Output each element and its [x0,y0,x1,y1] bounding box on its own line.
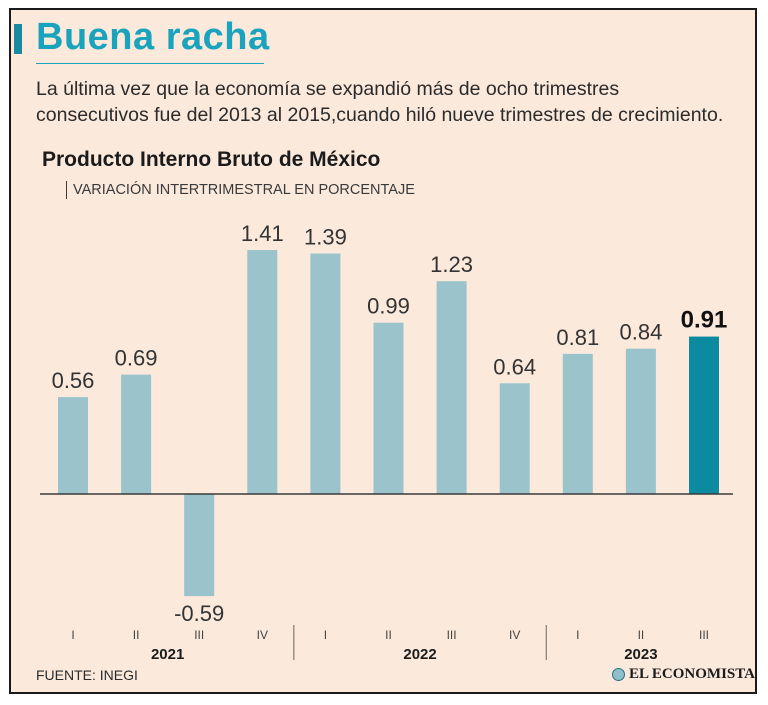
bar-1 [121,374,152,494]
bar-2 [184,494,215,597]
quarter-label-6: III [447,628,457,642]
page-subtitle: La última vez que la economía se expandi… [36,78,724,126]
bar-5 [373,322,404,494]
quarter-label-0: I [71,628,74,642]
chart-title: Producto Interno Bruto de México [42,148,381,171]
data-label-10: 0.91 [681,307,728,334]
quarter-label-3: IV [257,628,268,642]
page-title: Buena racha [36,16,270,58]
year-label-2: 2023 [624,646,657,663]
bar-10 [689,336,719,494]
bar-0 [58,397,88,494]
data-label-1: 0.69 [115,346,158,371]
quarter-label-1: II [133,628,140,642]
bar-7 [499,383,530,494]
data-label-5: 0.99 [367,294,410,319]
title-accent-bar [14,24,22,54]
bar-4 [310,253,341,494]
quarter-label-10: III [699,628,709,642]
data-label-8: 0.81 [556,325,599,350]
quarter-label-4: I [324,628,327,642]
quarter-label-5: II [385,628,392,642]
data-label-7: 0.64 [493,354,536,379]
bar-3 [247,250,278,494]
bar-8 [562,353,593,494]
bar-9 [625,348,656,494]
data-label-9: 0.84 [619,320,662,345]
source-note: FUENTE: INEGI [36,667,138,683]
bar-6 [436,281,467,494]
data-label-4: 1.39 [304,225,347,250]
year-label-1: 2022 [403,646,436,663]
title-underline [36,63,264,64]
data-label-3: 1.41 [241,221,284,246]
chart-subtitle: VARIACIÓN INTERTRIMESTRAL EN PORCENTAJE [66,181,415,199]
brand-logo: EL ECONOMISTA [612,666,755,683]
quarter-label-2: III [194,628,204,642]
year-label-0: 2021 [151,646,184,663]
quarter-label-9: II [638,628,645,642]
quarter-label-7: IV [509,628,520,642]
data-label-0: 0.56 [52,368,95,393]
globe-icon [612,668,625,681]
data-label-6: 1.23 [430,252,473,277]
brand-name: EL ECONOMISTA [629,666,755,682]
data-label-2: -0.59 [174,601,224,626]
quarter-label-8: I [576,628,579,642]
